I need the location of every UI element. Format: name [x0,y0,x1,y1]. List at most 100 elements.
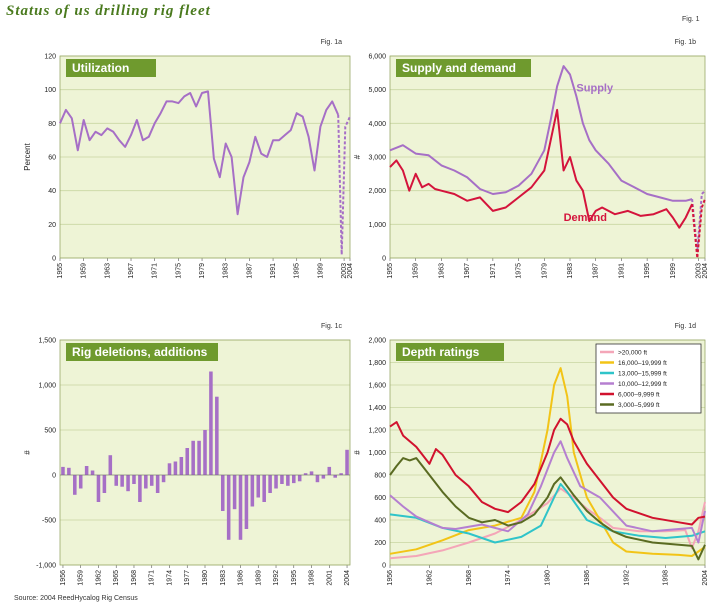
bar [61,466,65,475]
bar [292,475,296,484]
x-tick-label: 1955 [57,263,64,279]
x-tick-label: 1977 [184,570,191,586]
panel-title: Depth ratings [402,345,480,359]
x-tick-label: 1974 [505,570,512,586]
y-tick-label: 400 [374,518,386,525]
bar [315,475,320,483]
y-tick-label: 80 [48,121,56,128]
x-tick-label: 1968 [131,570,138,586]
series-line [389,417,706,526]
y-tick-label: 800 [374,473,386,480]
figure-label: Fig. 1d [675,323,697,330]
bar [185,448,190,475]
x-tick-label: 1983 [567,263,574,279]
series-label: Demand [564,212,607,224]
chart-supply_demand: 0 1,000 2,000 3,000 4,000 5,000 6,000 1955 1959 1… [353,39,709,279]
x-tick-label: 1956 [387,570,394,586]
x-tick-label: 2004 [702,570,709,586]
y-tick-label: 1,000 [368,222,386,229]
x-tick-label: 1983 [223,263,230,279]
x-tick-label: 2003 [696,263,703,279]
panel-title-box [66,59,156,77]
x-tick-label: 1986 [238,570,245,586]
bar [333,475,337,478]
x-tick-label: 1974 [166,570,173,586]
bar [209,371,213,475]
bar [250,475,255,507]
x-tick-label: 2003 [341,263,348,279]
x-tick-label: 1955 [387,263,394,279]
bar [232,475,237,510]
bar [126,475,130,492]
bar [78,475,83,489]
panel-title: Utilization [72,61,129,75]
x-tick-label: 1965 [113,570,120,586]
bar [256,475,261,498]
bar [102,475,107,493]
bar [73,475,77,495]
y-tick-label: -1,000 [36,563,56,570]
y-tick-label: 1,400 [368,405,386,412]
series-line [691,198,706,259]
figure-label: Fig. 1c [321,323,343,330]
x-tick-label: 2004 [347,263,354,279]
source-note: Source: 2004 ReedHycalog Rig Census [14,595,138,602]
series-label: Supply [576,82,614,94]
y-tick-label: 0 [382,563,386,570]
bar [238,475,243,540]
y-tick-label: 500 [44,428,56,435]
legend-entry: >20,000 ft [618,350,647,357]
y-tick-label: 5,000 [368,87,386,94]
x-tick-label: 1980 [545,570,552,586]
chart-utilization: 0 20 40 60 80 100 120 1955 1959 1963 1967 1971 1975 1… [23,39,354,279]
y-tick-label: 20 [48,222,56,229]
legend-entry: 16,000–19,999 ft [618,360,667,367]
bar [286,475,290,486]
x-tick-label: 1987 [593,263,600,279]
y-axis-label: # [353,154,362,159]
y-tick-label: -500 [42,518,56,525]
y-tick-label: 6,000 [368,54,386,61]
bar [226,475,231,540]
x-tick-label: 1998 [663,570,670,586]
bar [274,475,278,489]
x-tick-label: 1992 [623,570,630,586]
bar [327,466,332,475]
bar [144,475,148,489]
bar [173,461,178,475]
bar [90,470,95,475]
x-tick-label: 1980 [202,570,209,586]
series-line [389,457,706,561]
bar [297,475,302,482]
y-tick-label: 2,000 [368,188,386,195]
x-tick-label: 1991 [618,263,625,279]
x-tick-label: 1979 [199,263,206,279]
x-tick-label: 1971 [152,263,159,279]
bar [244,475,249,529]
series-line [59,90,340,216]
bar [120,475,124,487]
x-tick-label: 1979 [541,263,548,279]
y-tick-label: 1,000 [38,383,56,390]
x-tick-label: 1959 [413,263,420,279]
x-tick-label: 1987 [246,263,253,279]
y-tick-label: 3,000 [368,155,386,162]
y-tick-label: 1,000 [368,450,386,457]
plot-frame [59,55,351,259]
figure-label: Fig. 1a [321,39,343,46]
bar [96,475,101,502]
y-tick-label: 1,500 [38,338,56,345]
bar [203,430,207,475]
x-tick-label: 1967 [128,263,135,279]
y-tick-label: 40 [48,188,56,195]
bar [108,455,113,475]
x-tick-label: 1975 [516,263,523,279]
x-tick-label: 1962 [95,570,102,586]
x-tick-label: 1975 [175,263,182,279]
bar [321,475,326,479]
x-tick-label: 1956 [60,570,67,586]
legend-entry: 3,000–5,999 ft [618,402,660,409]
y-tick-label: 600 [374,495,386,502]
bar [167,463,172,475]
plot-frame [389,339,706,566]
